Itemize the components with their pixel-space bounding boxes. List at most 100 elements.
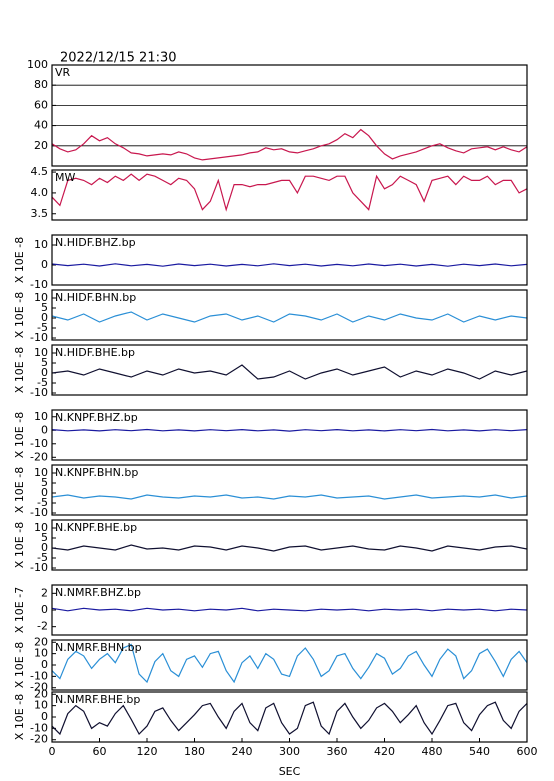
panel-title: N.HIDF.BHZ.bp xyxy=(55,236,136,249)
trace xyxy=(52,607,527,612)
trace-group xyxy=(52,263,527,267)
y-tick-label: 100 xyxy=(27,58,48,71)
trace xyxy=(52,428,527,432)
y-axis-label: X 10E -7 xyxy=(13,587,26,633)
y-tick-label: 10 xyxy=(34,346,48,359)
trace-group xyxy=(52,173,527,212)
y-tick-label: -10 xyxy=(30,721,48,734)
panel-frame xyxy=(51,519,528,571)
panel-frame xyxy=(51,64,528,167)
y-tick-label: -10 xyxy=(30,669,48,682)
y-tick-label: 0 xyxy=(41,603,48,616)
y-tick-label: 0 xyxy=(41,658,48,671)
y-tick-label: 10 xyxy=(34,238,48,251)
x-tick-label: 180 xyxy=(184,745,205,758)
panel-frame xyxy=(51,584,528,636)
x-tick-label: 120 xyxy=(137,745,158,758)
y-tick-label: -20 xyxy=(30,450,48,463)
trace xyxy=(52,643,527,684)
panel-frame xyxy=(51,464,528,516)
x-tick-label: 300 xyxy=(279,745,300,758)
y-tick-label: 0 xyxy=(41,366,48,379)
timestamp: 2022/12/15 21:30 xyxy=(60,51,177,66)
y-tick-label: 20 xyxy=(34,687,48,700)
y-tick-label: 40 xyxy=(34,119,48,132)
y-tick-label: -5 xyxy=(37,376,48,389)
x-tick-label: 360 xyxy=(327,745,348,758)
trace-group xyxy=(52,643,527,684)
y-axis-label: X 10E -8 xyxy=(13,292,26,338)
trace-group xyxy=(52,494,527,500)
trace-group xyxy=(52,701,527,736)
y-tick-label: 10 xyxy=(34,699,48,712)
panel-frame xyxy=(51,289,528,341)
y-tick-label: -5 xyxy=(37,551,48,564)
trace-group xyxy=(52,364,527,380)
y-tick-label: -10 xyxy=(30,278,48,291)
y-tick-label: -10 xyxy=(30,437,48,450)
x-tick-label: 540 xyxy=(469,745,490,758)
y-tick-label: 2 xyxy=(41,586,48,599)
y-tick-label: -5 xyxy=(37,321,48,334)
panel-title: N.NMRF.BHZ.bp xyxy=(55,586,141,599)
y-tick-label: -2 xyxy=(37,620,48,633)
x-axis-label: SEC xyxy=(279,765,301,778)
y-tick-label: 10 xyxy=(34,410,48,423)
panel-frame xyxy=(51,639,528,691)
y-tick-label: 0 xyxy=(41,423,48,436)
y-tick-label: 80 xyxy=(34,78,48,91)
panel-frame xyxy=(51,344,528,396)
trace xyxy=(52,701,527,736)
y-tick-label: -10 xyxy=(30,386,48,399)
trace xyxy=(52,128,527,161)
y-axis-label: X 10E -8 xyxy=(13,467,26,513)
trace xyxy=(52,494,527,500)
y-tick-label: 0 xyxy=(41,311,48,324)
panel-title: VR xyxy=(55,66,71,79)
trace-group xyxy=(52,428,527,432)
panel-frame xyxy=(51,169,528,221)
y-tick-label: -20 xyxy=(30,733,48,746)
y-tick-label: 0 xyxy=(41,710,48,723)
y-tick-label: -10 xyxy=(30,331,48,344)
x-tick-label: 0 xyxy=(49,745,56,758)
y-axis-label: X 10E -8 xyxy=(13,522,26,568)
trace xyxy=(52,364,527,380)
trace-group xyxy=(52,544,527,552)
trace xyxy=(52,263,527,267)
panel-title: N.HIDF.BHE.bp xyxy=(55,346,135,359)
panel-title: N.HIDF.BHN.bp xyxy=(55,291,136,304)
y-tick-label: 20 xyxy=(34,139,48,152)
y-tick-label: 5 xyxy=(41,476,48,489)
y-tick-label: 0 xyxy=(41,486,48,499)
y-tick-label: 10 xyxy=(34,291,48,304)
x-tick-label: 480 xyxy=(422,745,443,758)
y-axis-label: X 10E -8 xyxy=(13,237,26,283)
trace-group xyxy=(52,311,527,323)
trace xyxy=(52,311,527,323)
trace-group xyxy=(52,607,527,612)
panel-title: N.KNPF.BHZ.bp xyxy=(55,411,138,424)
trace-group xyxy=(52,128,527,161)
panel-frame xyxy=(51,234,528,286)
panel-frame xyxy=(51,409,528,461)
y-axis-label: X 10E -8 xyxy=(13,347,26,393)
y-tick-label: 5 xyxy=(41,531,48,544)
y-tick-label: 5 xyxy=(41,356,48,369)
y-axis-label: X 10E -8 xyxy=(13,642,26,688)
y-tick-label: 4.0 xyxy=(31,186,49,199)
y-tick-label: -5 xyxy=(37,496,48,509)
trace xyxy=(52,173,527,212)
x-tick-label: 60 xyxy=(93,745,107,758)
y-tick-label: 10 xyxy=(34,466,48,479)
panel-title: MW xyxy=(55,171,75,184)
y-tick-label: 10 xyxy=(34,647,48,660)
panel-title: N.KNPF.BHE.bp xyxy=(55,521,137,534)
y-tick-label: 5 xyxy=(41,301,48,314)
y-tick-label: -10 xyxy=(30,561,48,574)
y-axis-label: X 10E -8 xyxy=(13,694,26,740)
x-tick-label: 420 xyxy=(374,745,395,758)
y-axis-label: X 10E -8 xyxy=(13,412,26,458)
